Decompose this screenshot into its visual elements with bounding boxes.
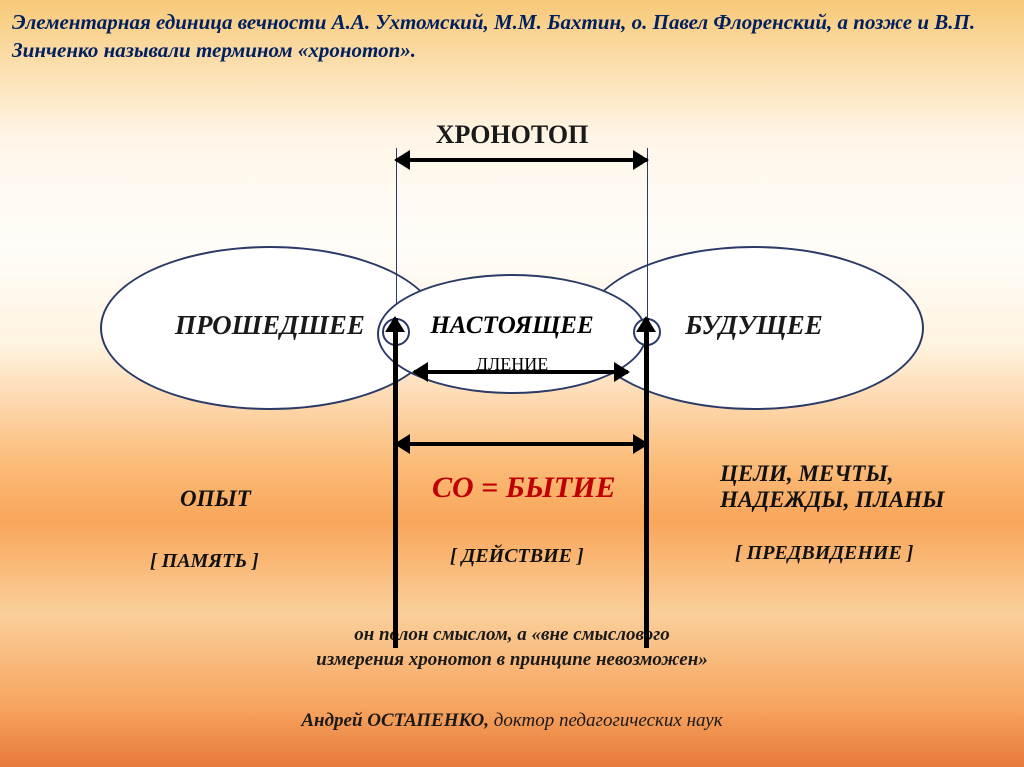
arrow-up-left [393,318,398,648]
header-text: Элементарная единица вечности А.А. Ухтом… [12,8,1004,65]
bracket-foresight: [ ПРЕДВИДЕНИЕ ] [735,542,913,565]
quote-line-1: он полон смыслом, а «вне смыслового [354,624,670,645]
author-title: доктор педагогических наук [489,710,723,731]
label-opyt: ОПЫТ [180,486,251,512]
author-line: Андрей ОСТАПЕНКО, доктор педагогических … [0,710,1024,732]
author-name: Андрей ОСТАПЕНКО, [301,710,489,731]
arrow-up-right [644,318,649,648]
guide-line-right [647,148,648,328]
bracket-memory: [ ПАМЯТЬ ] [150,550,259,573]
quote-text: он полон смыслом, а «вне смыслового изме… [0,623,1024,672]
ellipse-present-label: НАСТОЯЩЕЕ [379,312,645,340]
label-goals: ЦЕЛИ, МЕЧТЫ, НАДЕЖДЫ, ПЛАНЫ [720,461,944,514]
label-goals-l2: НАДЕЖДЫ, ПЛАНЫ [720,487,944,512]
arrow-co-bytie [396,442,647,446]
chronotop-label: ХРОНОТОП [0,120,1024,150]
label-goals-l1: ЦЕЛИ, МЕЧТЫ, [720,461,894,486]
arrow-duration [414,370,628,374]
arrow-chronotop [396,158,647,162]
bracket-action: [ ДЕЙСТВИЕ ] [450,545,584,568]
co-bytie-label: СО = БЫТИЕ [432,471,616,505]
quote-line-2: измерения хронотоп в принципе невозможен… [316,649,708,670]
